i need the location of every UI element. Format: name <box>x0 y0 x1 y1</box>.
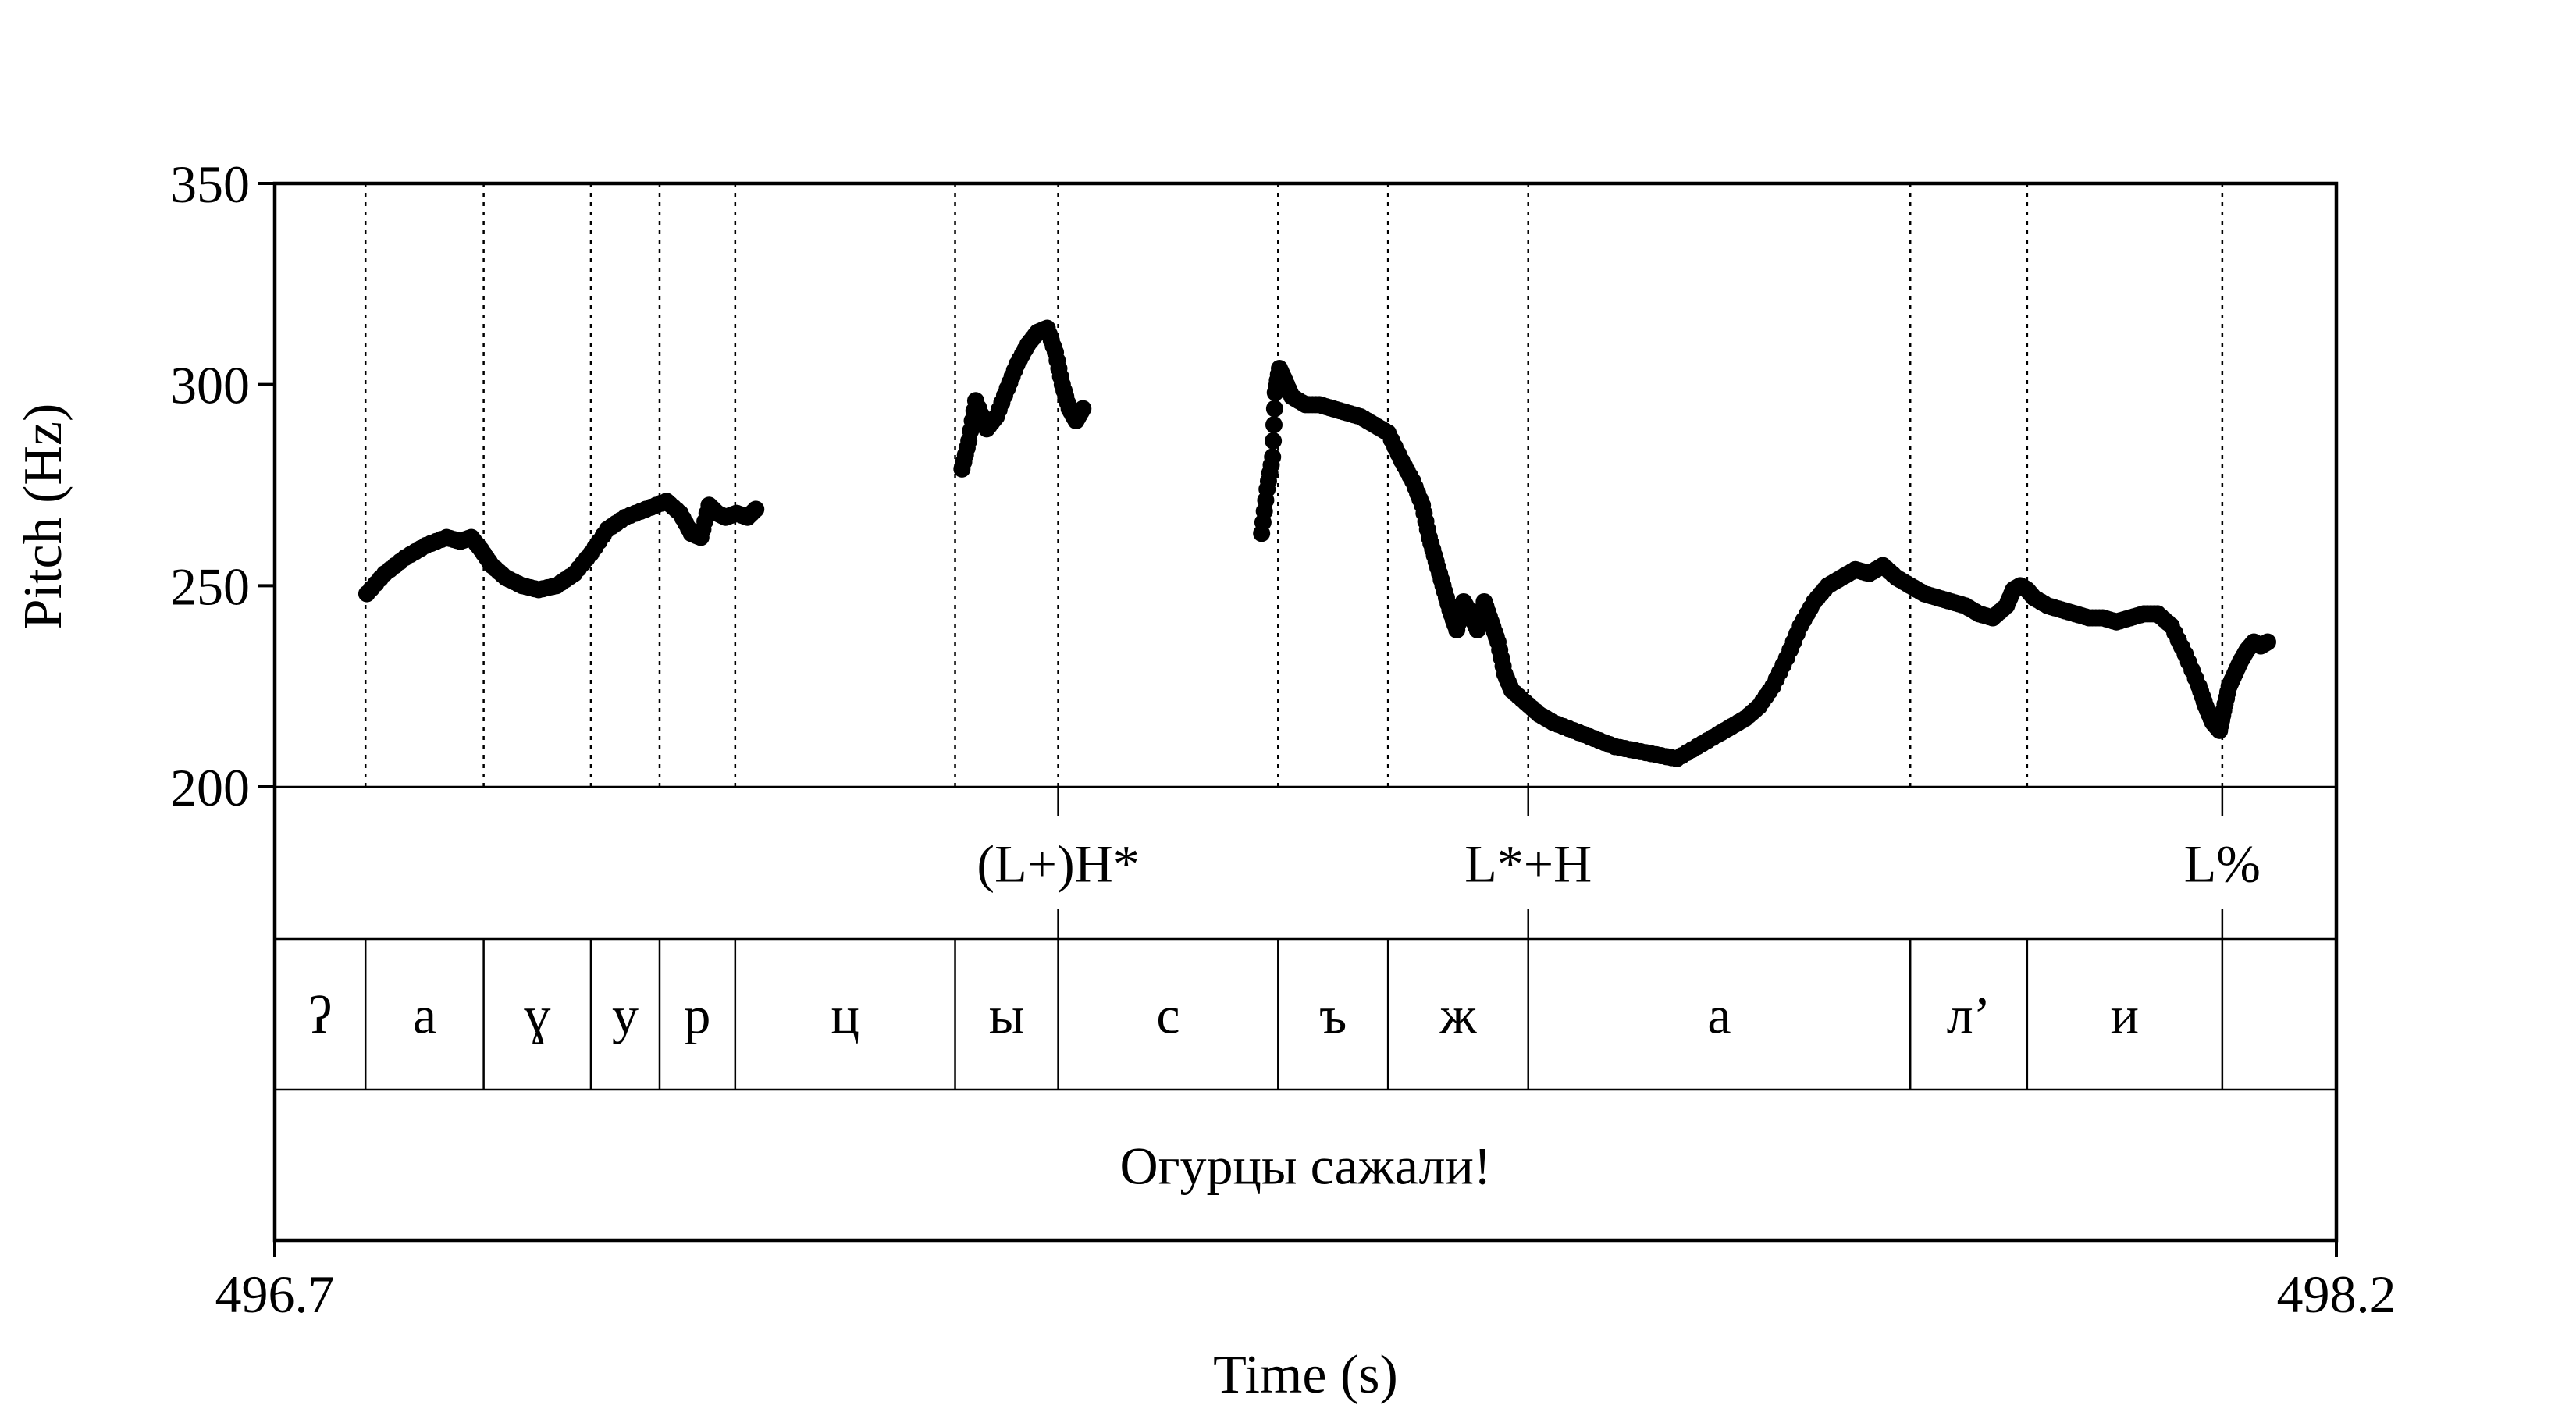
x-tick-label: 498.2 <box>2277 1264 2396 1324</box>
x-axis-label: Time (s) <box>1213 1345 1398 1405</box>
segment-tier: ʔ а ɣ у р ц ы с ъ ж а л’ и <box>308 986 2139 1045</box>
pitch-point <box>1265 432 1283 450</box>
pitch-points <box>358 319 2276 767</box>
segment-label: р <box>684 986 710 1045</box>
x-axis-ticks: 496.7 498.2 <box>215 1240 2396 1324</box>
x-tick-label: 496.7 <box>215 1264 335 1324</box>
tier-divider-lines <box>275 785 2336 1091</box>
segment-label: л’ <box>1947 986 1991 1045</box>
segment-label: ɣ <box>524 986 550 1045</box>
y-axis-ticks: 200 250 300 350 <box>170 155 275 817</box>
pitch-point <box>1074 400 1092 418</box>
segment-label: а <box>1707 986 1731 1045</box>
y-tick-label: 250 <box>170 557 250 616</box>
pitch-point <box>1265 400 1283 418</box>
pitch-point <box>1264 448 1282 466</box>
segment-label: ъ <box>1319 986 1347 1045</box>
pitch-point <box>2258 633 2276 651</box>
sentence-label: Огурцы сажали! <box>1120 1136 1492 1196</box>
segment-label: а <box>413 986 436 1045</box>
segment-boundaries <box>364 787 2224 1090</box>
y-tick-label: 350 <box>170 155 250 214</box>
tone-label: (L+)H* <box>977 834 1139 894</box>
y-axis-label: Pitch (Hz) <box>13 404 73 630</box>
tone-tier: (L+)H* L*+H L% <box>977 834 2261 894</box>
segment-label: ʔ <box>308 986 332 1045</box>
segment-label: ы <box>989 986 1025 1045</box>
y-tick-label: 300 <box>170 356 250 415</box>
y-tick-label: 200 <box>170 758 250 817</box>
tone-label: L*+H <box>1464 834 1592 894</box>
segment-label: ц <box>831 986 859 1045</box>
segment-label: ж <box>1439 986 1477 1045</box>
segment-label: с <box>1156 986 1179 1045</box>
pitch-point <box>1265 416 1283 434</box>
tone-label: L% <box>2184 834 2261 894</box>
segment-label: у <box>612 986 639 1045</box>
segment-label: и <box>2111 986 2139 1045</box>
interval-boundary-gridlines <box>364 183 2224 787</box>
pitch-point <box>747 500 765 518</box>
plot-frame <box>272 181 2339 1243</box>
